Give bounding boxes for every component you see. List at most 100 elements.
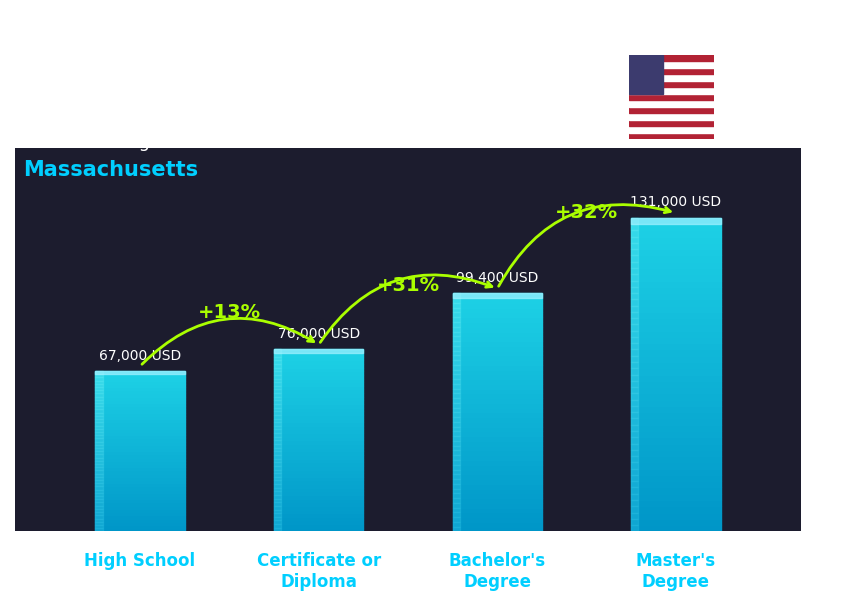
- Bar: [632, 506, 638, 513]
- Bar: [453, 450, 460, 455]
- Bar: [632, 236, 721, 243]
- Bar: [632, 381, 721, 387]
- Text: Events Manager: Events Manager: [23, 133, 168, 151]
- Bar: [95, 445, 103, 448]
- Bar: [274, 379, 363, 382]
- Bar: [632, 494, 638, 500]
- Bar: [632, 343, 638, 350]
- Bar: [274, 401, 281, 404]
- Bar: [632, 468, 638, 475]
- Bar: [274, 415, 363, 419]
- Bar: [453, 493, 542, 498]
- Bar: [632, 475, 721, 481]
- Bar: [95, 470, 103, 474]
- Bar: [632, 506, 721, 513]
- Bar: [274, 484, 281, 488]
- Bar: [95, 393, 184, 397]
- Bar: [95, 381, 184, 384]
- Bar: [95, 528, 103, 531]
- Bar: [453, 427, 542, 431]
- Bar: [274, 375, 363, 379]
- Bar: [632, 419, 638, 425]
- Bar: [274, 430, 281, 433]
- Bar: [453, 527, 460, 531]
- Bar: [95, 483, 103, 487]
- Bar: [453, 327, 542, 331]
- Bar: [632, 462, 721, 468]
- Bar: [453, 441, 542, 445]
- Bar: [453, 508, 460, 512]
- Bar: [453, 303, 542, 308]
- Bar: [632, 494, 721, 500]
- Bar: [274, 411, 363, 415]
- Bar: [632, 519, 638, 525]
- Bar: [453, 379, 460, 384]
- Bar: [95, 374, 184, 378]
- Bar: [453, 398, 542, 403]
- Bar: [274, 433, 363, 437]
- Bar: [453, 346, 460, 350]
- Bar: [274, 419, 281, 422]
- Bar: [632, 525, 721, 531]
- Bar: [632, 431, 638, 438]
- Bar: [453, 317, 460, 322]
- Bar: [95, 512, 103, 515]
- Bar: [632, 268, 638, 275]
- Bar: [95, 515, 103, 519]
- Bar: [632, 218, 721, 224]
- Bar: [274, 441, 363, 444]
- Bar: [274, 477, 281, 481]
- Bar: [632, 230, 638, 236]
- Bar: [453, 479, 460, 484]
- Bar: [274, 353, 281, 357]
- Bar: [95, 400, 103, 403]
- Bar: [95, 461, 103, 464]
- Bar: [453, 460, 460, 465]
- Bar: [95, 490, 184, 493]
- Bar: [95, 483, 184, 487]
- Bar: [274, 506, 281, 510]
- Bar: [95, 480, 103, 483]
- Bar: [632, 450, 721, 456]
- Text: 76,000 USD: 76,000 USD: [278, 327, 360, 341]
- Bar: [274, 502, 281, 506]
- Bar: [453, 313, 460, 317]
- Bar: [274, 426, 363, 430]
- Bar: [453, 403, 542, 408]
- Bar: [95, 410, 103, 413]
- Bar: [453, 470, 542, 474]
- Bar: [629, 107, 714, 113]
- Bar: [95, 432, 103, 435]
- Bar: [274, 481, 363, 484]
- Bar: [632, 312, 638, 318]
- Bar: [453, 488, 460, 493]
- Bar: [629, 126, 714, 133]
- Bar: [632, 331, 721, 337]
- Bar: [274, 415, 281, 419]
- Bar: [274, 466, 363, 470]
- Bar: [95, 522, 184, 525]
- Text: Massachusetts: Massachusetts: [23, 160, 198, 180]
- Bar: [629, 55, 663, 94]
- Bar: [629, 100, 714, 107]
- Bar: [629, 74, 714, 81]
- Bar: [632, 281, 721, 287]
- Bar: [95, 519, 184, 522]
- Bar: [632, 218, 721, 224]
- Bar: [274, 459, 281, 462]
- Bar: [274, 528, 281, 531]
- Bar: [95, 467, 184, 470]
- Bar: [453, 350, 460, 355]
- Bar: [629, 133, 714, 139]
- Bar: [453, 413, 460, 417]
- Bar: [453, 331, 460, 336]
- Bar: [453, 460, 542, 465]
- Bar: [95, 438, 184, 442]
- Bar: [274, 401, 363, 404]
- Bar: [274, 397, 281, 401]
- Bar: [274, 437, 363, 441]
- Bar: [274, 441, 281, 444]
- Bar: [453, 360, 542, 365]
- Bar: [274, 517, 363, 521]
- Bar: [632, 350, 638, 356]
